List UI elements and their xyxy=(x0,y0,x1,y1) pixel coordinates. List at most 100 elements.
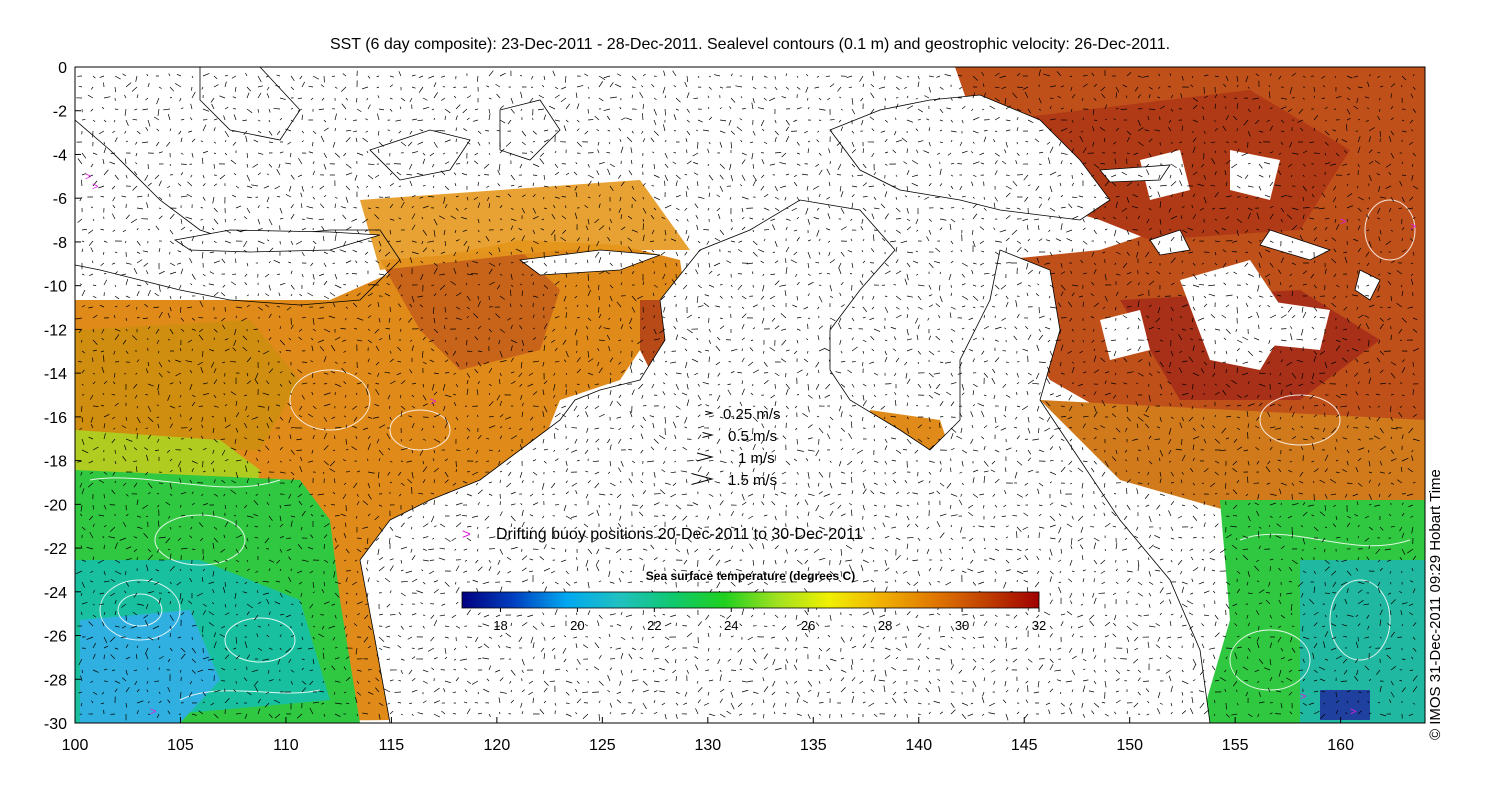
velocity-vector xyxy=(795,273,798,278)
velocity-vector xyxy=(1344,256,1348,264)
velocity-vector xyxy=(499,72,506,77)
velocity-vector xyxy=(81,248,84,253)
velocity-vector xyxy=(1159,105,1166,110)
velocity-vector xyxy=(785,246,790,253)
velocity-vector xyxy=(299,293,303,297)
velocity-vector xyxy=(351,273,358,275)
velocity-vector xyxy=(752,240,758,246)
velocity-vector xyxy=(378,108,385,111)
velocity-vector xyxy=(496,93,501,99)
velocity-vector xyxy=(1048,295,1051,299)
velocity-vector xyxy=(1400,284,1403,288)
velocity-vector xyxy=(1236,103,1239,110)
velocity-vector xyxy=(979,226,985,231)
velocity-vector xyxy=(190,283,193,286)
velocity-vector xyxy=(353,130,358,133)
velocity-vector xyxy=(979,152,985,156)
velocity-vector xyxy=(838,262,842,269)
velocity-vector xyxy=(1210,184,1216,187)
velocity-vector xyxy=(1385,163,1392,168)
velocity-vector xyxy=(1236,218,1243,224)
velocity-vector xyxy=(136,94,139,99)
velocity-vector xyxy=(631,75,637,81)
velocity-vector xyxy=(400,97,406,102)
velocity-vector xyxy=(1137,75,1142,78)
velocity-vector xyxy=(703,229,710,231)
velocity-vector xyxy=(488,251,493,256)
velocity-vector xyxy=(1005,105,1012,110)
velocity-vector xyxy=(1044,262,1051,265)
velocity-vector xyxy=(1243,119,1249,126)
velocity-vector xyxy=(375,206,380,209)
velocity-vector xyxy=(1231,251,1238,253)
velocity-vector xyxy=(175,83,182,88)
velocity-vector xyxy=(367,163,375,165)
velocity-vector xyxy=(92,75,96,79)
velocity-vector xyxy=(319,306,325,309)
velocity-vector xyxy=(818,284,822,286)
velocity-vector xyxy=(796,86,801,90)
velocity-vector xyxy=(812,185,820,190)
velocity-vector xyxy=(101,106,105,110)
velocity-vector xyxy=(675,218,679,222)
velocity-vector xyxy=(1236,185,1241,189)
velocity-vector xyxy=(376,86,380,89)
velocity-vector xyxy=(125,262,132,265)
velocity-vector xyxy=(950,292,952,297)
velocity-vector xyxy=(1223,282,1227,286)
velocity-vector xyxy=(682,284,688,290)
velocity-vector xyxy=(265,304,270,308)
velocity-vector xyxy=(1071,182,1074,187)
velocity-vector xyxy=(453,267,457,275)
velocity-vector xyxy=(806,185,809,191)
velocity-vector xyxy=(189,258,193,264)
velocity-vector xyxy=(353,207,358,209)
velocity-vector xyxy=(201,251,204,259)
velocity-vector xyxy=(318,108,325,111)
velocity-vector xyxy=(793,174,798,178)
velocity-vector xyxy=(266,93,270,99)
velocity-vector xyxy=(827,97,831,101)
velocity-vector xyxy=(608,141,611,145)
velocity-vector xyxy=(880,203,886,209)
velocity-vector xyxy=(521,235,525,242)
velocity-vector xyxy=(530,150,534,154)
velocity-vector xyxy=(1168,207,1172,213)
velocity-vector xyxy=(862,83,864,88)
velocity-vector xyxy=(1115,92,1118,99)
velocity-vector xyxy=(946,107,952,110)
velocity-vector xyxy=(774,130,779,136)
velocity-vector xyxy=(928,127,931,132)
velocity-vector xyxy=(1247,108,1251,113)
velocity-vector xyxy=(1313,226,1317,231)
velocity-vector xyxy=(642,196,644,200)
velocity-vector xyxy=(213,152,217,154)
velocity-vector xyxy=(376,75,380,78)
velocity-vector xyxy=(114,305,118,308)
velocity-vector xyxy=(356,185,359,189)
velocity-vector xyxy=(389,75,394,78)
velocity-vector xyxy=(202,108,210,112)
velocity-vector xyxy=(719,229,725,236)
velocity-vector xyxy=(664,139,667,143)
velocity-vector xyxy=(122,73,127,77)
velocity-vector xyxy=(364,229,369,232)
velocity-vector xyxy=(906,262,911,268)
velocity-vector xyxy=(1005,215,1011,220)
velocity-vector xyxy=(609,185,614,192)
velocity-vector xyxy=(444,293,447,297)
velocity-vector xyxy=(609,295,613,302)
velocity-vector xyxy=(1410,273,1414,276)
velocity-vector xyxy=(136,130,141,135)
velocity-vector xyxy=(1388,171,1392,176)
velocity-vector xyxy=(1126,196,1130,203)
velocity-vector xyxy=(884,97,886,101)
velocity-vector xyxy=(1409,119,1414,124)
velocity-vector xyxy=(1377,151,1381,154)
velocity-vector xyxy=(564,75,567,83)
velocity-vector xyxy=(730,240,736,243)
velocity-vector xyxy=(1214,229,1220,234)
velocity-vector xyxy=(450,215,457,220)
velocity-vector xyxy=(253,139,259,143)
velocity-vector xyxy=(587,86,590,89)
